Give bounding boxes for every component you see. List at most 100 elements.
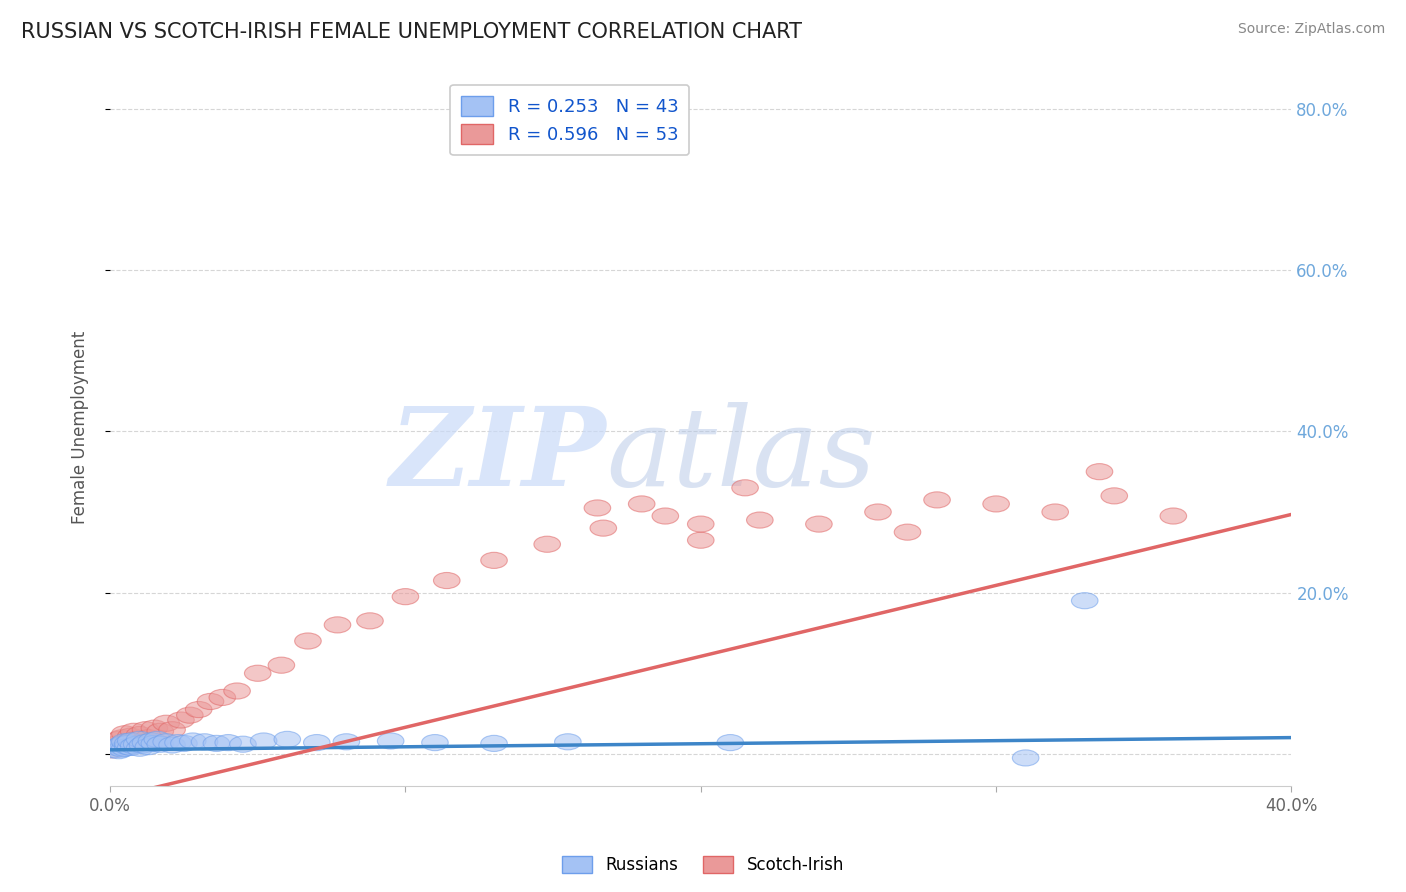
Ellipse shape: [481, 735, 508, 751]
Ellipse shape: [229, 736, 256, 752]
Ellipse shape: [124, 736, 150, 752]
Ellipse shape: [652, 508, 679, 524]
Ellipse shape: [245, 665, 271, 681]
Ellipse shape: [129, 737, 156, 753]
Ellipse shape: [135, 730, 162, 746]
Ellipse shape: [111, 735, 138, 751]
Ellipse shape: [924, 491, 950, 508]
Text: ZIP: ZIP: [389, 402, 606, 510]
Ellipse shape: [731, 480, 758, 496]
Ellipse shape: [433, 573, 460, 589]
Legend: R = 0.253   N = 43, R = 0.596   N = 53: R = 0.253 N = 43, R = 0.596 N = 53: [450, 85, 689, 155]
Ellipse shape: [135, 739, 162, 755]
Ellipse shape: [186, 701, 212, 717]
Ellipse shape: [167, 712, 194, 728]
Ellipse shape: [534, 536, 561, 552]
Ellipse shape: [132, 722, 159, 738]
Ellipse shape: [153, 734, 180, 750]
Ellipse shape: [333, 734, 360, 750]
Ellipse shape: [159, 722, 186, 738]
Ellipse shape: [591, 520, 617, 536]
Ellipse shape: [114, 739, 141, 755]
Ellipse shape: [717, 734, 744, 751]
Ellipse shape: [148, 723, 173, 739]
Ellipse shape: [377, 733, 404, 749]
Ellipse shape: [197, 693, 224, 709]
Ellipse shape: [554, 734, 581, 750]
Y-axis label: Female Unemployment: Female Unemployment: [72, 331, 89, 524]
Text: Source: ZipAtlas.com: Source: ZipAtlas.com: [1237, 22, 1385, 37]
Ellipse shape: [129, 734, 156, 750]
Ellipse shape: [1160, 508, 1187, 524]
Ellipse shape: [250, 733, 277, 749]
Ellipse shape: [224, 683, 250, 699]
Ellipse shape: [118, 733, 143, 749]
Legend: Russians, Scotch-Irish: Russians, Scotch-Irish: [557, 851, 849, 880]
Ellipse shape: [628, 496, 655, 512]
Ellipse shape: [583, 500, 610, 516]
Ellipse shape: [983, 496, 1010, 512]
Ellipse shape: [103, 739, 129, 756]
Ellipse shape: [100, 742, 127, 758]
Ellipse shape: [191, 734, 218, 750]
Ellipse shape: [127, 740, 153, 756]
Ellipse shape: [269, 657, 295, 673]
Ellipse shape: [747, 512, 773, 528]
Ellipse shape: [127, 726, 153, 743]
Ellipse shape: [105, 739, 132, 756]
Ellipse shape: [688, 533, 714, 549]
Ellipse shape: [1071, 592, 1098, 608]
Ellipse shape: [121, 736, 148, 752]
Ellipse shape: [170, 735, 197, 751]
Ellipse shape: [215, 734, 242, 751]
Ellipse shape: [124, 731, 150, 747]
Ellipse shape: [121, 723, 148, 739]
Ellipse shape: [148, 736, 173, 752]
Ellipse shape: [159, 737, 186, 753]
Ellipse shape: [108, 736, 135, 752]
Ellipse shape: [100, 742, 127, 758]
Ellipse shape: [304, 734, 330, 751]
Ellipse shape: [111, 734, 138, 750]
Ellipse shape: [481, 552, 508, 568]
Ellipse shape: [1012, 750, 1039, 766]
Ellipse shape: [295, 633, 321, 649]
Ellipse shape: [1101, 488, 1128, 504]
Ellipse shape: [153, 715, 180, 731]
Ellipse shape: [806, 516, 832, 533]
Ellipse shape: [132, 734, 159, 751]
Ellipse shape: [141, 735, 167, 751]
Ellipse shape: [103, 736, 129, 752]
Ellipse shape: [357, 613, 384, 629]
Ellipse shape: [274, 731, 301, 747]
Ellipse shape: [108, 738, 135, 754]
Ellipse shape: [118, 739, 143, 756]
Ellipse shape: [105, 743, 132, 759]
Ellipse shape: [118, 728, 143, 744]
Ellipse shape: [108, 741, 135, 757]
Ellipse shape: [1042, 504, 1069, 520]
Ellipse shape: [894, 524, 921, 541]
Ellipse shape: [111, 726, 138, 742]
Ellipse shape: [180, 733, 207, 749]
Ellipse shape: [865, 504, 891, 520]
Ellipse shape: [202, 735, 229, 751]
Ellipse shape: [138, 733, 165, 749]
Ellipse shape: [209, 690, 236, 706]
Ellipse shape: [114, 735, 141, 751]
Ellipse shape: [111, 740, 138, 756]
Ellipse shape: [127, 731, 153, 747]
Text: RUSSIAN VS SCOTCH-IRISH FEMALE UNEMPLOYMENT CORRELATION CHART: RUSSIAN VS SCOTCH-IRISH FEMALE UNEMPLOYM…: [21, 22, 801, 42]
Ellipse shape: [143, 731, 170, 747]
Ellipse shape: [325, 616, 350, 633]
Ellipse shape: [688, 516, 714, 533]
Ellipse shape: [141, 720, 167, 736]
Ellipse shape: [105, 731, 132, 747]
Ellipse shape: [108, 730, 135, 746]
Ellipse shape: [165, 734, 191, 751]
Ellipse shape: [121, 738, 148, 754]
Ellipse shape: [114, 734, 141, 750]
Ellipse shape: [422, 734, 449, 751]
Ellipse shape: [177, 707, 202, 723]
Ellipse shape: [1087, 464, 1112, 480]
